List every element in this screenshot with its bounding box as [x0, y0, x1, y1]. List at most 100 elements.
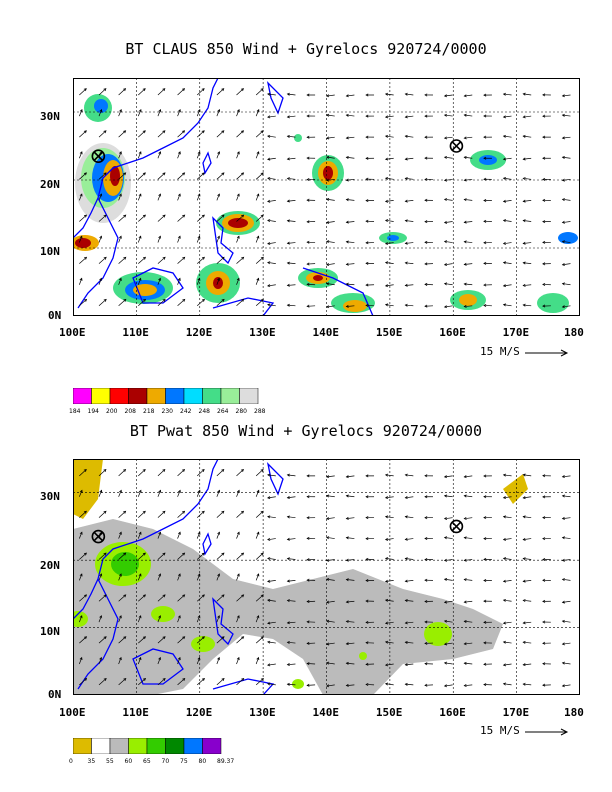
wind-vector-head [483, 241, 487, 245]
wind-vector-head [162, 552, 166, 556]
panel2-scale-arrow [525, 728, 569, 736]
wind-vector-head [345, 304, 349, 308]
wind-vector-head [260, 88, 264, 92]
wind-vector [196, 109, 201, 117]
wind-vector-head [365, 537, 369, 541]
wind-vector-head [404, 640, 408, 644]
wind-vector-head [424, 177, 428, 181]
wind-vector [118, 214, 126, 222]
wind-vector [287, 516, 296, 519]
wind-vector [444, 684, 453, 687]
wind-vector-head [326, 600, 330, 604]
wind-vector-head [463, 94, 467, 98]
colorbar-tick-label: 75 [180, 758, 188, 765]
wind-vector-head [502, 219, 507, 223]
wind-vector-head [286, 537, 290, 541]
wind-vector [255, 573, 259, 581]
wind-vector-head [502, 261, 507, 265]
wind-vector [216, 256, 225, 264]
wind-vector-head [424, 114, 428, 118]
wind-vector [118, 490, 122, 497]
wind-vector [118, 552, 126, 560]
gyre-location-marker [449, 519, 464, 534]
x-label-170E: 170E [502, 326, 530, 339]
wind-vector-head [404, 134, 408, 138]
wind-vector-head [84, 298, 88, 302]
grid-lines [73, 78, 580, 316]
wind-vector-head [345, 198, 349, 202]
wind-vector-head [326, 642, 330, 646]
wind-vector [267, 663, 276, 666]
wind-vector-head [404, 473, 408, 477]
wind-vector-head [306, 641, 310, 645]
wind-vector-head [345, 94, 349, 98]
wind-vector-head [79, 489, 83, 493]
wind-vector-head [326, 516, 330, 520]
wind-vector-head [256, 489, 260, 493]
wind-vector-head [561, 198, 565, 202]
wind-vector-head [443, 113, 448, 117]
wind-vector-head [306, 282, 310, 286]
wind-vector [267, 242, 276, 245]
wind-vector-head [542, 177, 546, 181]
gyre-cross [93, 531, 104, 542]
wind-vector [444, 283, 453, 286]
wind-vector [346, 156, 355, 159]
wind-vector-head [561, 536, 565, 540]
wind-vector [385, 284, 394, 287]
wind-vector-head [522, 682, 526, 686]
y-label-20N: 20N [40, 178, 60, 191]
wind-vector-head [424, 220, 428, 224]
wind-vector-head [83, 214, 88, 218]
wind-vector-head [286, 599, 290, 603]
wind-vector-head [286, 473, 290, 477]
wind-vector [385, 474, 394, 477]
wind-vector [287, 200, 296, 202]
wind-vector [216, 552, 225, 560]
wind-vector-head [424, 474, 428, 478]
wind-vector [346, 537, 355, 539]
wind-vector-head [177, 151, 181, 155]
wind-vector-head [241, 256, 245, 260]
wind-vector [236, 615, 240, 623]
wind-vector-head [561, 282, 565, 286]
wind-vector [326, 495, 335, 498]
wind-vector-head [306, 578, 310, 582]
wind-vector [138, 511, 146, 518]
wind-vector-head [158, 573, 162, 577]
wind-vector-head [522, 640, 526, 644]
wind-vector-head [181, 88, 186, 92]
wind-vector [503, 220, 512, 222]
wind-vector-head [177, 615, 181, 619]
wind-vector-head [267, 496, 271, 500]
wind-vector-head [256, 109, 260, 113]
wind-vector-head [384, 134, 389, 138]
wind-vector [236, 109, 240, 117]
wind-vector [562, 198, 571, 201]
wind-vector-head [365, 599, 369, 603]
wind-vector-head [345, 558, 349, 562]
wind-vector-head [443, 642, 448, 646]
wind-vector-head [217, 151, 221, 155]
wind-vector-head [306, 516, 310, 520]
panel1-scale-label: 15 M/S [480, 345, 520, 358]
wind-vector [118, 236, 122, 243]
wind-vector-head [483, 516, 487, 520]
wind-vector-head [142, 88, 146, 92]
wind-vector-head [424, 282, 428, 286]
wind-vector-head [306, 620, 310, 624]
wind-vector-head [404, 682, 408, 686]
wind-vector [98, 278, 102, 285]
wind-vector [138, 299, 146, 307]
wind-vector-head [286, 303, 290, 307]
wind-vector [444, 221, 453, 223]
wind-vector-head [483, 683, 487, 687]
wind-vector [216, 172, 225, 180]
wind-vector-head [138, 615, 142, 619]
wind-vector [138, 594, 146, 602]
colorbar-tick-label: 242 [180, 408, 192, 415]
wind-vector [444, 620, 453, 623]
wind-vector [503, 621, 512, 624]
wind-vector [503, 516, 512, 519]
wind-vector [177, 594, 185, 602]
